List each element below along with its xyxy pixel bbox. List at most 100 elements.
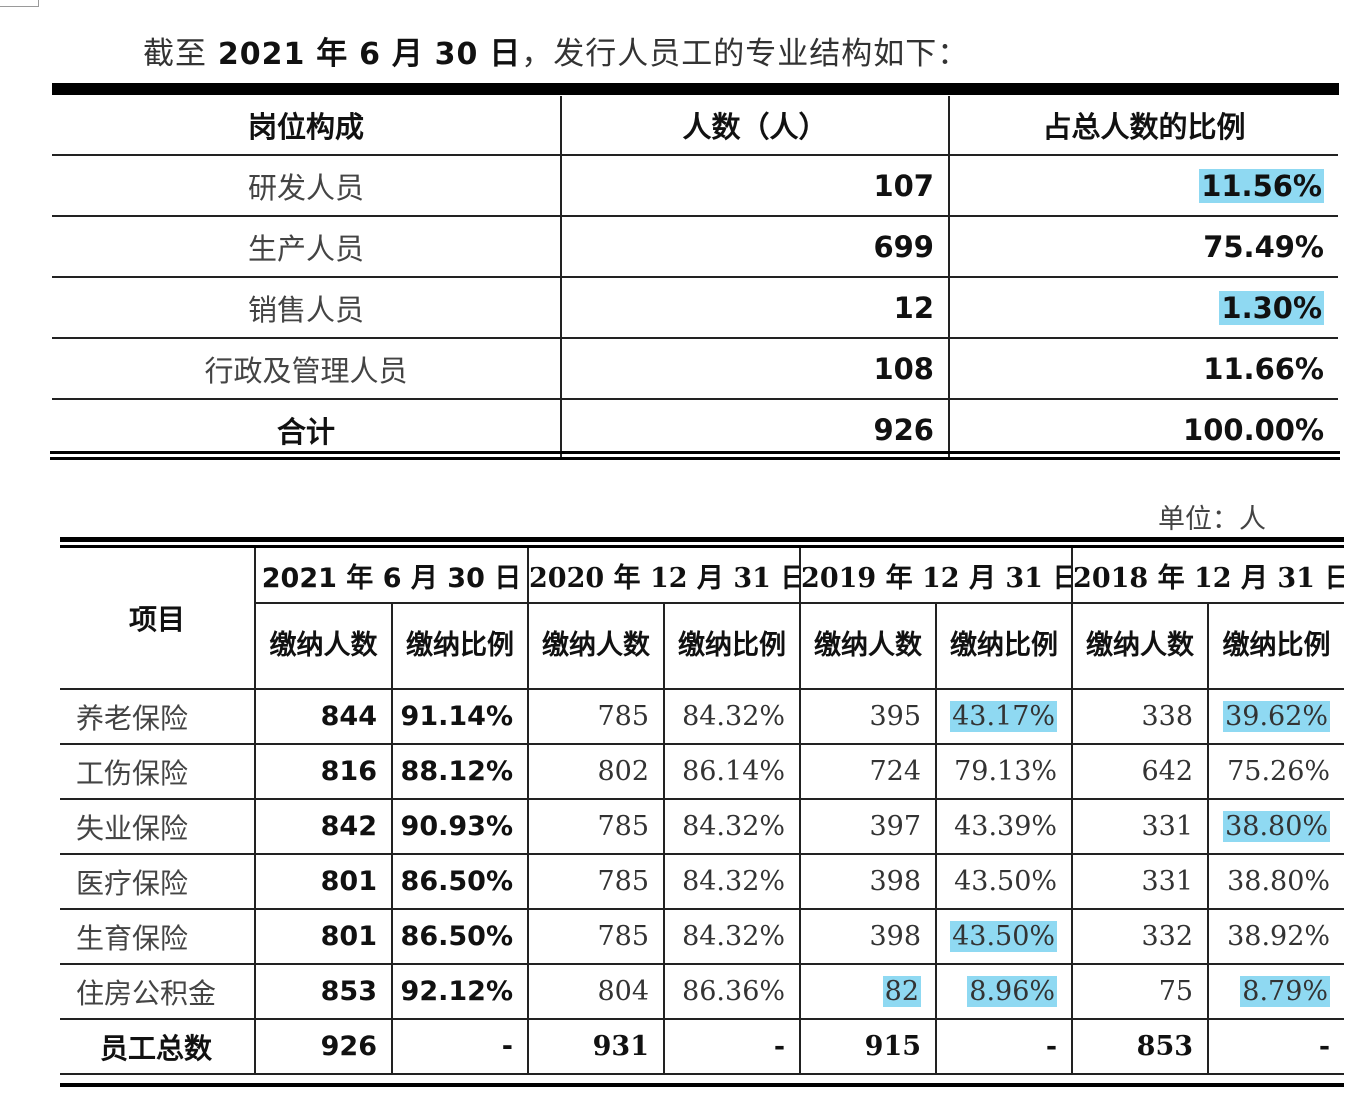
insurance-value: 338 — [1071, 688, 1210, 745]
insurance-value-cell: 43.50% — [935, 908, 1074, 965]
insurance-period-row: 项目 2021 年 6 月 30 日 2020 年 12 月 31 日 2019… — [60, 548, 1345, 690]
insurance-value: 785 — [527, 853, 666, 910]
structure-ratio-cell: 11.56% — [948, 155, 1338, 216]
insurance-value-cell: 8.79% — [1207, 963, 1345, 1020]
insurance-item: 生育保险 — [60, 908, 256, 965]
insurance-value: 331 — [1071, 798, 1210, 855]
insurance-value: 853 — [254, 963, 393, 1020]
insurance-value: 43.17% — [950, 701, 1058, 732]
subheader-count: 缴纳人数 — [1071, 602, 1210, 690]
structure-header-row: 岗位构成 人数（人） 占总人数的比例 — [52, 96, 1338, 155]
insurance-value: 8.96% — [967, 976, 1058, 1007]
structure-header-role: 岗位构成 — [247, 110, 364, 144]
insurance-table-bottom-rule — [60, 1083, 1344, 1087]
insurance-value: 86.14% — [663, 743, 802, 800]
structure-count: 12 — [560, 277, 949, 338]
period-header-2018: 2018 年 12 月 31 日 — [1071, 548, 1345, 604]
insurance-value: 75 — [1071, 963, 1210, 1020]
insurance-item: 住房公积金 — [60, 963, 256, 1020]
page-corner-mark — [0, 0, 39, 7]
structure-table: 岗位构成 人数（人） 占总人数的比例 研发人员 107 11.56% 生产人员 … — [52, 96, 1338, 459]
insurance-value: 86.36% — [663, 963, 802, 1020]
insurance-row: 养老保险 844 91.14% 785 84.32% 395 43.17% 33… — [60, 688, 1345, 745]
insurance-total-value: - — [390, 1018, 530, 1075]
intro-day-unit: 日 — [489, 36, 522, 72]
structure-ratio: 11.56% — [1199, 168, 1324, 203]
subheader-count: 缴纳人数 — [799, 602, 938, 690]
insurance-value: 8.79% — [1240, 976, 1331, 1007]
structure-total-count: 926 — [560, 399, 949, 459]
insurance-value: 332 — [1071, 908, 1210, 965]
structure-count: 107 — [560, 155, 949, 216]
insurance-value: 38.80% — [1223, 811, 1331, 842]
insurance-value-cell: 82 — [799, 963, 938, 1020]
subheader-ratio: 缴纳比例 — [663, 602, 802, 690]
insurance-value-cell: 43.17% — [935, 688, 1074, 745]
insurance-value: 642 — [1071, 743, 1210, 800]
insurance-value: 804 — [527, 963, 666, 1020]
structure-ratio: 11.66% — [948, 338, 1338, 399]
insurance-item: 工伤保险 — [60, 743, 256, 800]
insurance-value: 785 — [527, 798, 666, 855]
insurance-value: 84.32% — [663, 853, 802, 910]
structure-row: 研发人员 107 11.56% — [52, 155, 1338, 216]
insurance-value: 816 — [254, 743, 393, 800]
insurance-row: 生育保险 801 86.50% 785 84.32% 398 43.50% 33… — [60, 908, 1345, 965]
insurance-total-value: - — [1207, 1018, 1345, 1075]
insurance-value: 86.50% — [390, 853, 530, 910]
structure-role: 研发人员 — [247, 170, 364, 205]
insurance-value: 43.50% — [950, 921, 1058, 952]
period-header-2020: 2020 年 12 月 31 日 — [527, 548, 802, 604]
structure-ratio: 1.30% — [1219, 290, 1324, 325]
insurance-total-value: - — [935, 1018, 1074, 1075]
intro-year-unit: 年 — [316, 36, 349, 72]
structure-total-row: 合计 926 100.00% — [52, 399, 1338, 459]
insurance-value: 331 — [1071, 853, 1210, 910]
insurance-value: 397 — [799, 798, 938, 855]
insurance-value: 82 — [882, 976, 922, 1007]
insurance-value-cell: 39.62% — [1207, 688, 1345, 745]
structure-role: 销售人员 — [247, 292, 364, 327]
intro-month: 6 — [359, 37, 381, 72]
insurance-value: 79.13% — [935, 743, 1074, 800]
intro-month-unit: 月 — [391, 36, 424, 72]
intro-day: 30 — [434, 37, 479, 72]
insurance-table: 项目 2021 年 6 月 30 日 2020 年 12 月 31 日 2019… — [60, 548, 1345, 1075]
structure-ratio-cell: 1.30% — [948, 277, 1338, 338]
insurance-value: 75.26% — [1207, 743, 1345, 800]
insurance-item: 失业保险 — [60, 798, 256, 855]
structure-role: 生产人员 — [247, 231, 364, 266]
insurance-value: 398 — [799, 908, 938, 965]
intro-year: 2021 — [217, 37, 306, 72]
subheader-ratio: 缴纳比例 — [390, 602, 530, 690]
insurance-value: 842 — [254, 798, 393, 855]
insurance-value: 43.50% — [935, 853, 1074, 910]
insurance-value: 801 — [254, 853, 393, 910]
insurance-row: 工伤保险 816 88.12% 802 86.14% 724 79.13% 64… — [60, 743, 1345, 800]
subheader-ratio: 缴纳比例 — [1207, 602, 1345, 690]
insurance-value: 802 — [527, 743, 666, 800]
structure-header-count: 人数（人） — [560, 96, 949, 155]
structure-table-top-rule — [52, 83, 1339, 95]
insurance-total-value: 926 — [254, 1018, 393, 1075]
subheader-count: 缴纳人数 — [527, 602, 666, 690]
insurance-total-row: 员工总数 926 - 931 - 915 - 853 - — [60, 1018, 1345, 1075]
subheader-ratio: 缴纳比例 — [935, 602, 1074, 690]
insurance-row: 住房公积金 853 92.12% 804 86.36% 82 8.96% 75 … — [60, 963, 1345, 1020]
structure-role: 行政及管理人员 — [204, 353, 408, 388]
insurance-value: 91.14% — [390, 688, 530, 745]
period-header-2021: 2021 年 6 月 30 日 — [253, 548, 530, 604]
insurance-total-value: 915 — [799, 1018, 938, 1075]
intro-sentence: 截至 2021 年 6 月 30 日，发行人员工的专业结构如下： — [143, 28, 969, 73]
insurance-table-top-rule — [60, 537, 1344, 548]
insurance-value: 785 — [527, 908, 666, 965]
period-header-2019: 2019 年 12 月 31 日 — [799, 548, 1074, 604]
insurance-value: 39.62% — [1223, 701, 1331, 732]
intro-prefix: 截至 — [143, 36, 207, 72]
unit-label: 单位：人 — [1158, 504, 1266, 535]
structure-ratio: 75.49% — [948, 216, 1338, 277]
structure-row: 行政及管理人员 108 11.66% — [52, 338, 1338, 399]
insurance-value: 43.39% — [935, 798, 1074, 855]
insurance-value: 86.50% — [390, 908, 530, 965]
structure-header-ratio: 占总人数的比例 — [948, 96, 1338, 155]
